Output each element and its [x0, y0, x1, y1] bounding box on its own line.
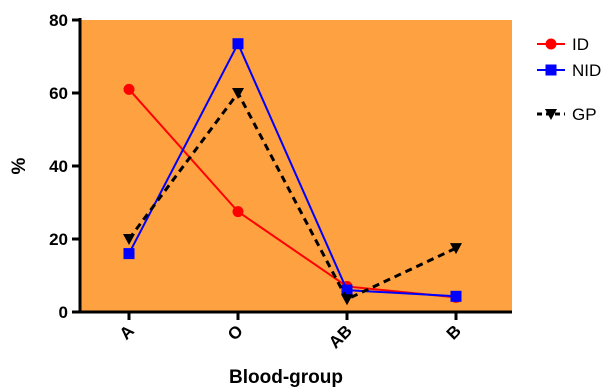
legend-label-nid: NID	[572, 61, 601, 80]
x-tick-label-a: A	[116, 321, 138, 343]
legend-marker-nid	[545, 64, 557, 76]
y-tick-label-40: 40	[49, 157, 68, 176]
series-nid-point-a	[123, 248, 135, 260]
legend-marker-gp	[545, 109, 557, 120]
series-gp-point-a	[123, 234, 135, 245]
series-nid	[123, 38, 462, 302]
x-tick-label-ab: AB	[325, 321, 356, 352]
x-axis-title: Blood-group	[229, 367, 343, 387]
series-nid-line	[128, 41, 457, 298]
series-gp	[123, 88, 462, 306]
series-gp-point-b	[450, 243, 462, 255]
legend-item-gp: GP	[537, 105, 597, 124]
x-tick-label-b: B	[443, 321, 465, 343]
series-id-point-o	[232, 206, 244, 218]
legend-label-gp: GP	[572, 105, 597, 124]
y-tick-label-20: 20	[49, 230, 68, 249]
y-tick-label-60: 60	[49, 84, 68, 103]
series-layer	[123, 38, 462, 306]
y-axis-title: %	[9, 157, 30, 174]
series-nid-point-b	[450, 290, 462, 302]
labels-layer: 0 20 40 60 80 A O AB B Blood-group%	[9, 11, 465, 387]
plot-area	[80, 20, 512, 312]
axes-layer	[72, 18, 512, 320]
x-tick-label-o: O	[224, 321, 247, 344]
y-tick-label-80: 80	[49, 11, 68, 30]
legend-item-id: ID	[537, 35, 589, 54]
series-gp-point-ab	[341, 294, 353, 306]
legend-marker-id	[545, 38, 557, 50]
series-id-point-a	[123, 83, 135, 95]
y-tick-label-0: 0	[59, 303, 68, 322]
series-nid-point-ab	[341, 284, 353, 296]
legend-label-id: ID	[572, 35, 589, 54]
series-gp-point-o	[232, 88, 244, 99]
legend: ID NID GP	[537, 35, 601, 124]
legend-item-nid: NID	[537, 61, 601, 80]
series-nid-point-o	[232, 38, 244, 50]
